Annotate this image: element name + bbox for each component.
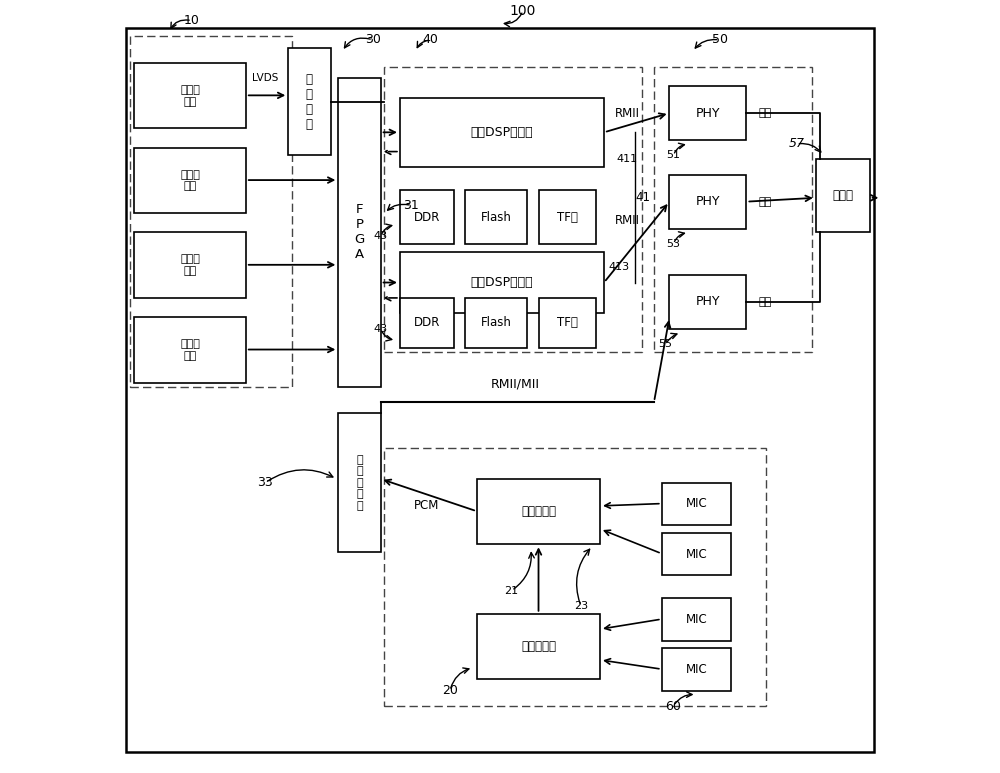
Text: DDR: DDR (414, 210, 440, 223)
Text: 43: 43 (374, 231, 388, 241)
Text: 50: 50 (712, 33, 728, 46)
Text: 图像传
感器: 图像传 感器 (180, 254, 200, 276)
Text: 从编解码器: 从编解码器 (521, 640, 556, 653)
Text: LVDS: LVDS (252, 73, 278, 83)
Text: 53: 53 (666, 239, 680, 249)
Text: 55: 55 (659, 339, 673, 349)
Text: Flash: Flash (481, 316, 512, 329)
FancyBboxPatch shape (134, 233, 246, 298)
FancyBboxPatch shape (400, 298, 454, 348)
Text: RMII/MII: RMII/MII (491, 377, 540, 390)
FancyBboxPatch shape (662, 598, 731, 641)
Text: PCM: PCM (414, 499, 440, 512)
Text: 60: 60 (665, 700, 681, 713)
Text: 41: 41 (635, 191, 650, 204)
Text: 网线: 网线 (758, 196, 771, 206)
Text: 100: 100 (510, 4, 536, 18)
FancyBboxPatch shape (477, 479, 600, 544)
Text: DDR: DDR (414, 316, 440, 329)
FancyBboxPatch shape (400, 190, 454, 244)
FancyBboxPatch shape (662, 483, 731, 525)
Text: 43: 43 (374, 324, 388, 334)
Text: 33: 33 (257, 476, 273, 489)
FancyBboxPatch shape (134, 63, 246, 128)
Text: RMII: RMII (615, 214, 640, 227)
Text: F
P
G
A: F P G A (354, 203, 365, 261)
Text: 57: 57 (789, 138, 805, 151)
Text: PHY: PHY (696, 195, 720, 208)
Text: MIC: MIC (686, 498, 707, 510)
FancyBboxPatch shape (338, 78, 381, 386)
Text: 411: 411 (617, 155, 638, 165)
Text: TF卡: TF卡 (557, 316, 578, 329)
FancyBboxPatch shape (134, 317, 246, 383)
Text: PHY: PHY (696, 107, 720, 120)
FancyBboxPatch shape (477, 614, 600, 679)
FancyBboxPatch shape (816, 159, 870, 233)
Text: PHY: PHY (696, 295, 720, 308)
Text: MIC: MIC (686, 663, 707, 676)
Text: 第一DSP处理器: 第一DSP处理器 (471, 126, 533, 139)
FancyBboxPatch shape (134, 148, 246, 213)
FancyBboxPatch shape (400, 97, 604, 167)
Text: 拼
接
模
块: 拼 接 模 块 (306, 73, 313, 131)
FancyBboxPatch shape (669, 275, 746, 329)
Text: MIC: MIC (686, 613, 707, 626)
Text: TF卡: TF卡 (557, 210, 578, 223)
Text: 主编解码器: 主编解码器 (521, 506, 556, 518)
Text: 21: 21 (504, 586, 519, 596)
Text: 40: 40 (423, 33, 439, 46)
Text: RMII: RMII (615, 107, 640, 120)
FancyBboxPatch shape (669, 86, 746, 140)
Text: 23: 23 (574, 601, 588, 611)
Text: 图像传
感器: 图像传 感器 (180, 85, 200, 107)
FancyBboxPatch shape (338, 414, 381, 552)
Text: 网线: 网线 (758, 297, 771, 307)
FancyBboxPatch shape (662, 533, 731, 575)
FancyBboxPatch shape (539, 298, 596, 348)
Text: Flash: Flash (481, 210, 512, 223)
Text: 51: 51 (666, 151, 680, 161)
Text: 航空头: 航空头 (832, 189, 853, 203)
Text: 31: 31 (404, 199, 419, 212)
FancyBboxPatch shape (465, 190, 527, 244)
Text: MIC: MIC (686, 547, 707, 560)
Text: 网线: 网线 (758, 108, 771, 118)
Text: 图像传
感器: 图像传 感器 (180, 339, 200, 361)
Text: 30: 30 (365, 33, 381, 46)
Text: 第
一
存
储
器: 第 一 存 储 器 (356, 455, 363, 511)
FancyBboxPatch shape (662, 649, 731, 691)
FancyBboxPatch shape (400, 252, 604, 313)
FancyBboxPatch shape (288, 48, 331, 155)
Text: 413: 413 (609, 262, 630, 272)
Text: 10: 10 (184, 14, 200, 27)
FancyBboxPatch shape (669, 175, 746, 229)
Text: 图像传
感器: 图像传 感器 (180, 169, 200, 191)
Text: 20: 20 (442, 684, 458, 697)
Text: 第二DSP处理器: 第二DSP处理器 (471, 276, 533, 289)
FancyBboxPatch shape (465, 298, 527, 348)
FancyBboxPatch shape (539, 190, 596, 244)
